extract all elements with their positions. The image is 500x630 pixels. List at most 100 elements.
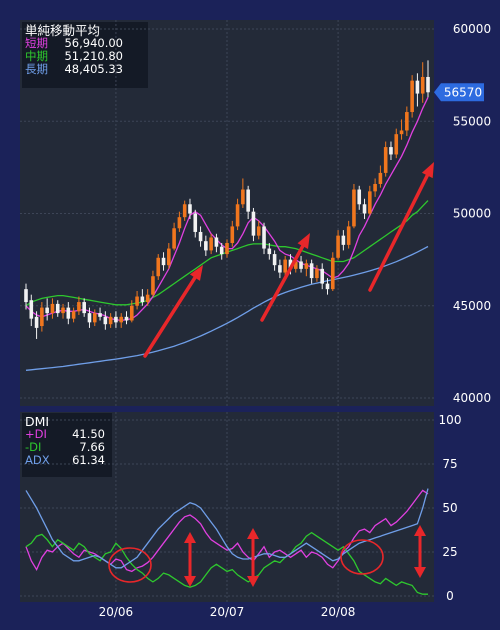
candle xyxy=(151,270,155,297)
candle-body xyxy=(373,183,377,192)
candle-body xyxy=(230,226,235,244)
legend-row-plus-di: +DI 41.50 xyxy=(25,428,105,441)
candle-body xyxy=(357,189,362,205)
candle xyxy=(399,119,404,140)
candle-body xyxy=(82,302,86,314)
candle xyxy=(309,259,314,284)
candle xyxy=(415,73,420,107)
candle xyxy=(135,290,139,310)
candle xyxy=(92,309,97,327)
candle-body xyxy=(114,316,118,323)
candle xyxy=(299,255,303,273)
legend-label-mid: 中期 xyxy=(25,49,48,63)
legend-label-minus-di: -DI xyxy=(25,440,42,454)
candle xyxy=(34,311,39,339)
spread-arrow-head-bottom xyxy=(184,576,196,587)
candle xyxy=(214,233,219,253)
candle xyxy=(156,254,161,280)
candle-body xyxy=(77,302,81,312)
dmi-panel-title: DMI xyxy=(25,414,50,429)
spread-arrow-head-top xyxy=(414,525,426,536)
candle xyxy=(389,141,393,160)
candle xyxy=(219,243,224,260)
candle xyxy=(204,235,208,256)
candle-body xyxy=(219,246,224,255)
candle xyxy=(167,243,171,269)
trend-arrow-head xyxy=(421,162,434,179)
candle xyxy=(325,278,330,295)
legend-row-minus-di: -DI 7.66 xyxy=(25,441,105,454)
candle xyxy=(352,183,356,229)
candle xyxy=(145,289,150,306)
candle-body xyxy=(241,189,245,205)
legend-label-long: 長期 xyxy=(25,62,48,76)
candle-body xyxy=(24,289,28,303)
candle-body xyxy=(225,243,229,255)
ma-line-long xyxy=(25,245,429,371)
last-price-marker xyxy=(434,83,484,102)
candle-body xyxy=(267,248,272,255)
candle-body xyxy=(368,191,372,214)
spread-double-arrow xyxy=(414,525,426,578)
candle-body xyxy=(145,294,150,303)
dmi-y-tick-label: 75 xyxy=(442,457,457,471)
candle xyxy=(262,222,266,255)
dmi-line-plus-di xyxy=(25,489,429,573)
legend-row-mid: 中期 51,210.80 xyxy=(25,50,123,63)
dmi-legend-bg xyxy=(22,413,112,477)
candle-body xyxy=(151,276,155,295)
candle-body xyxy=(50,303,55,314)
candle xyxy=(373,178,377,197)
trend-arrow-head xyxy=(189,265,203,281)
trend-arrow-head xyxy=(297,233,310,250)
candle-body xyxy=(389,147,393,155)
x-tick-label: 20/06 xyxy=(99,605,134,619)
candle-body xyxy=(161,257,166,266)
candle xyxy=(241,178,245,208)
candle xyxy=(40,302,44,332)
dmi-y-tick-label: 0 xyxy=(446,589,454,603)
candle xyxy=(383,141,388,177)
legend-row-short: 短期 56,940.00 xyxy=(25,37,123,50)
candle-body xyxy=(34,316,39,328)
candle-body xyxy=(256,226,261,236)
candle xyxy=(330,252,335,291)
candle-body xyxy=(405,112,409,131)
candle xyxy=(98,307,102,321)
candle-body xyxy=(29,300,34,319)
legend-label-short: 短期 xyxy=(25,36,48,50)
candle-body xyxy=(362,204,367,214)
price-legend: 単純移動平均 短期 56,940.00 中期 51,210.80 長期 48,4… xyxy=(25,24,123,76)
trend-arrow-shaft xyxy=(368,173,430,292)
candle-body xyxy=(45,307,49,314)
candle-body xyxy=(129,305,134,321)
dmi-y-tick-label: 100 xyxy=(439,413,462,427)
candle-body xyxy=(320,268,325,284)
price-panel-title: 単純移動平均 xyxy=(25,23,101,38)
candle-body xyxy=(135,296,139,306)
candle-body xyxy=(103,316,108,325)
candle xyxy=(251,207,256,242)
candle xyxy=(272,250,277,271)
candle-body xyxy=(262,226,266,249)
spread-arrow-head-bottom xyxy=(414,567,426,578)
candle xyxy=(182,200,187,221)
cross-ellipse xyxy=(340,539,384,575)
candle-body xyxy=(420,76,425,94)
candle xyxy=(124,311,129,325)
candle-body xyxy=(325,283,330,290)
candle-body xyxy=(309,263,314,279)
candle xyxy=(410,75,414,118)
price-legend-bg xyxy=(22,22,148,88)
candle-body xyxy=(172,228,176,249)
candle xyxy=(77,296,81,315)
candle xyxy=(188,198,192,220)
candle-body xyxy=(383,147,388,173)
candle xyxy=(267,243,272,260)
candle xyxy=(426,60,430,98)
candle-body xyxy=(55,303,60,314)
candle-body xyxy=(66,307,71,319)
candle-body xyxy=(61,307,65,314)
legend-value-mid: 51,210.80 xyxy=(64,49,123,63)
candle-body xyxy=(346,226,351,245)
